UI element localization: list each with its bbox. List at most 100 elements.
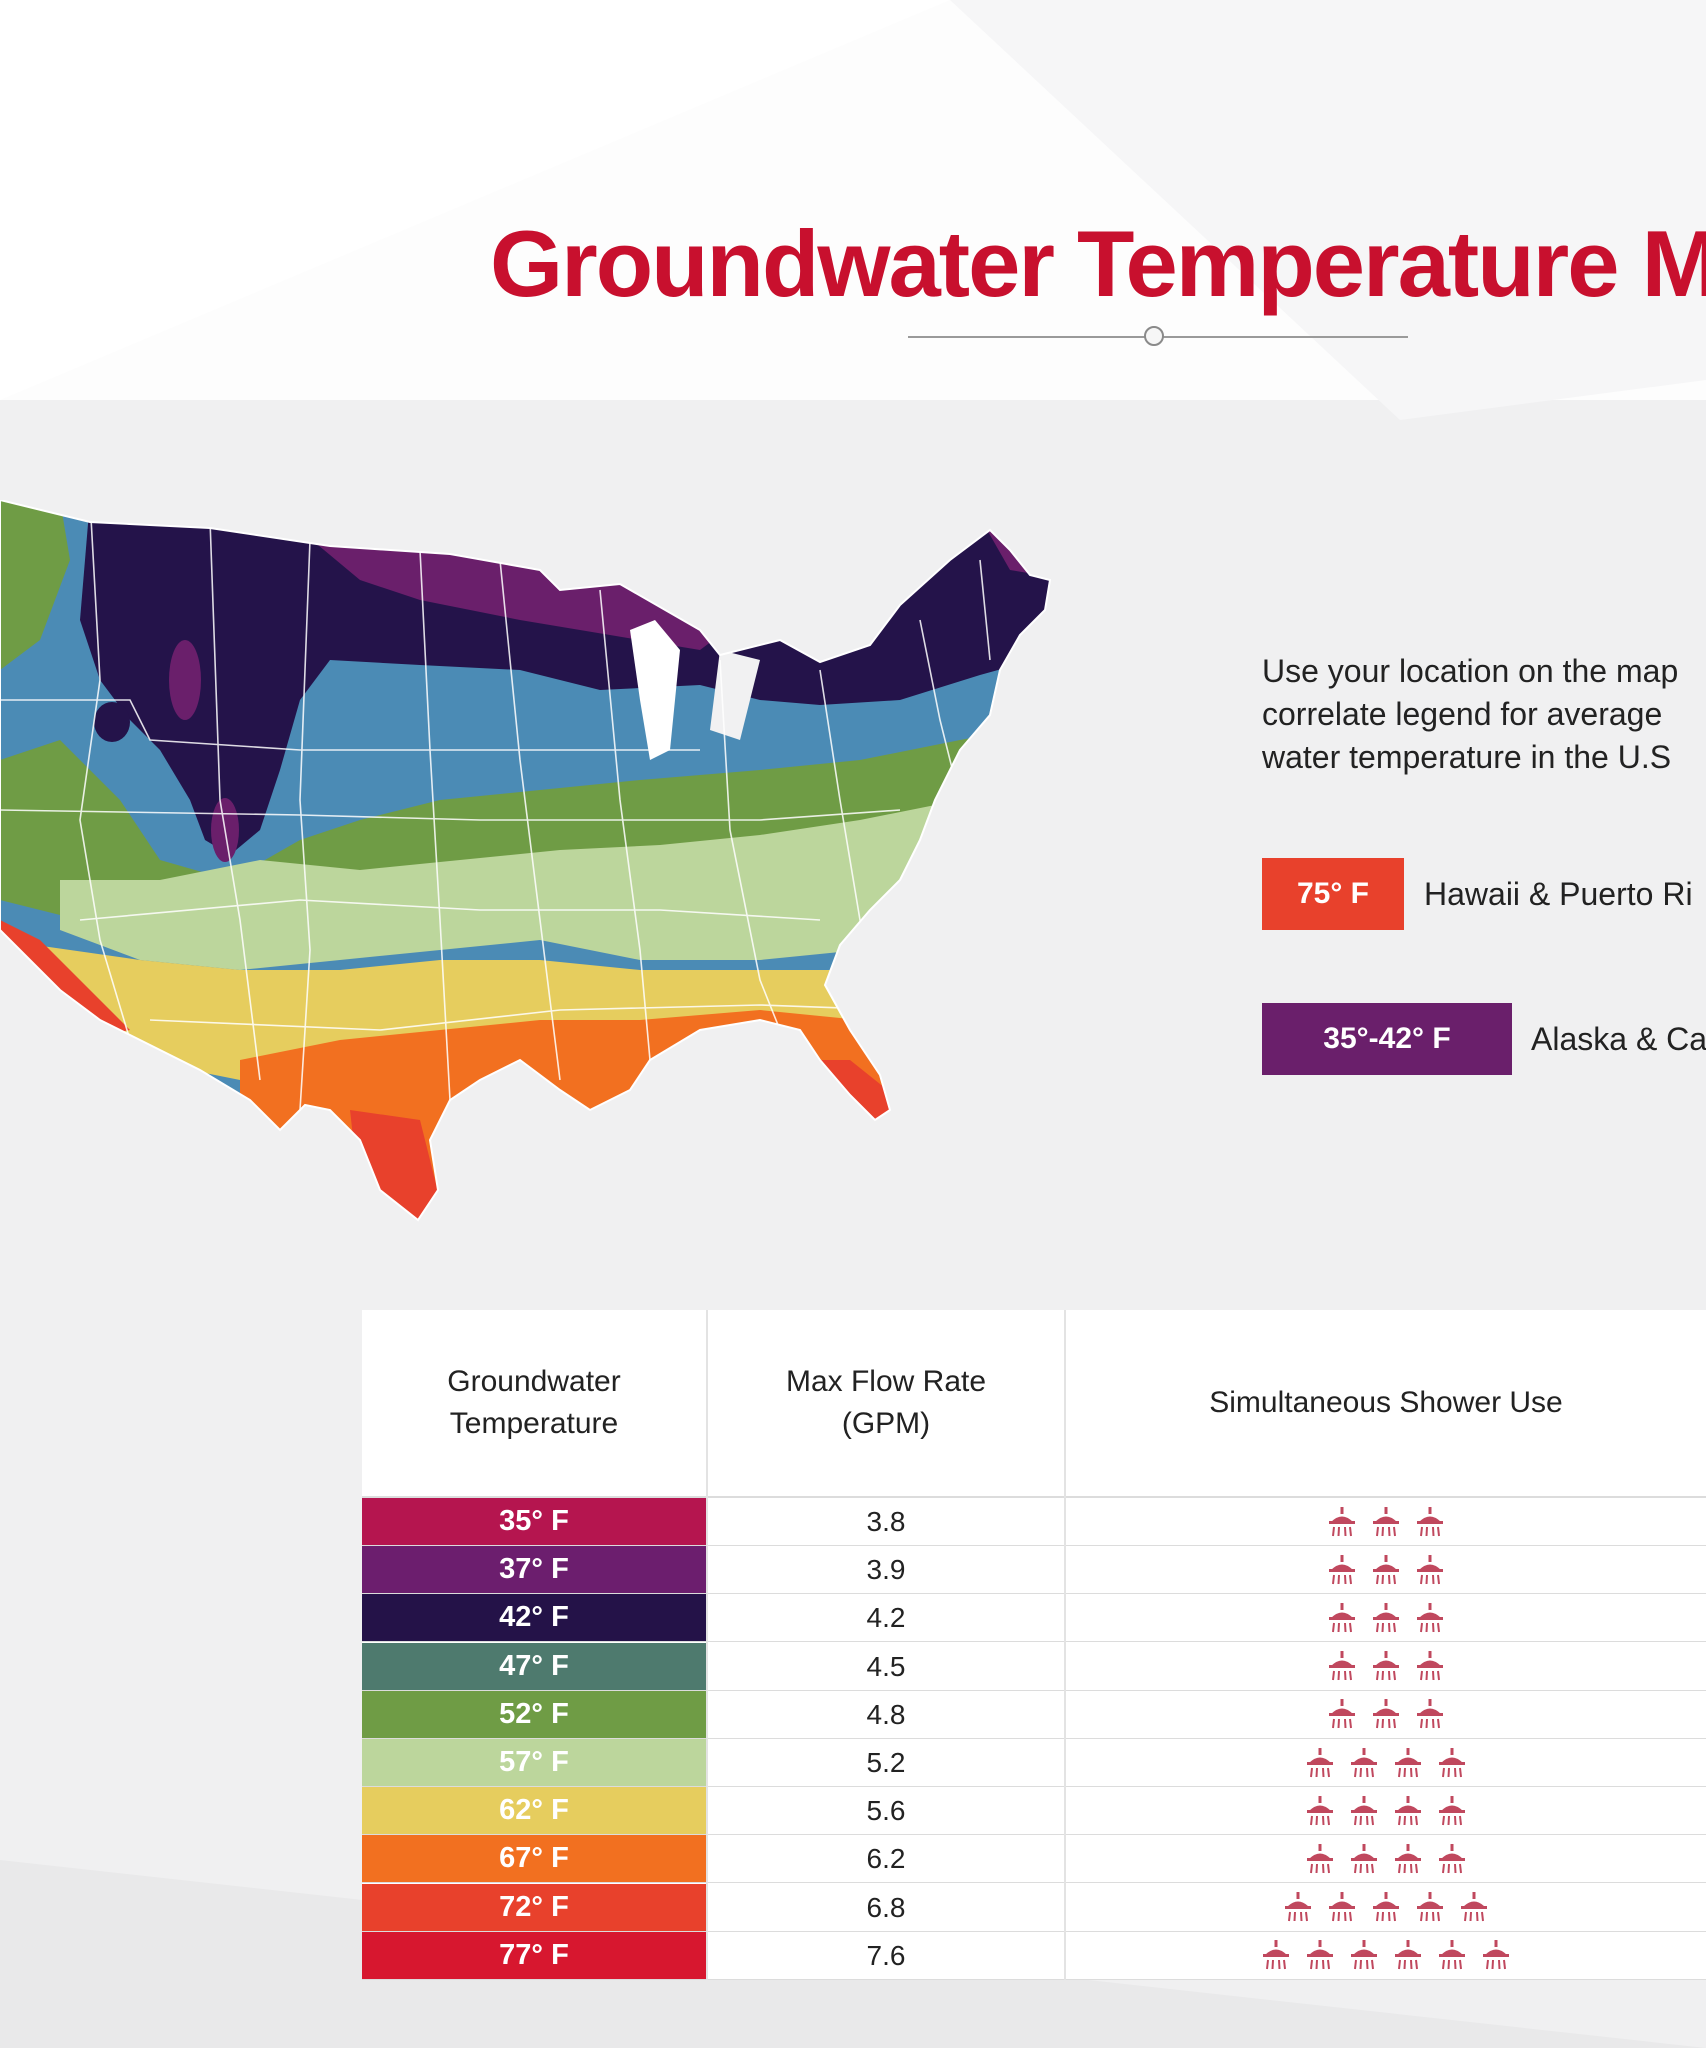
row-divider (362, 1978, 1706, 1980)
temperature-cell: 77° F (362, 1931, 706, 1979)
legend-swatch: 35°-42° F (1262, 1003, 1512, 1075)
shower-icon (1417, 1699, 1443, 1729)
flow-rate-cell: 6.2 (866, 1843, 906, 1875)
temperature-cell: 52° F (362, 1690, 706, 1738)
temperature-cell: 37° F (362, 1546, 706, 1594)
temperature-cell: 57° F (362, 1739, 706, 1786)
shower-icon (1329, 1554, 1355, 1584)
shower-icon (1417, 1892, 1443, 1922)
row-divider (362, 1786, 1706, 1787)
shower-use-cell (1066, 1498, 1706, 1545)
flow-rate-cell: 5.2 (866, 1747, 906, 1778)
shower-icon (1461, 1892, 1487, 1922)
row-divider (362, 1834, 1706, 1836)
shower-icon (1417, 1651, 1443, 1681)
flow-rate-cell: 3.9 (866, 1554, 906, 1586)
shower-icon (1307, 1747, 1333, 1777)
shower-icon (1395, 1940, 1421, 1970)
table-row: 57° F 5.2 (362, 1739, 1706, 1787)
header-simultaneous-shower-use: Simultaneous Shower Use (1209, 1386, 1563, 1419)
flow-rate-cell: 4.8 (866, 1698, 906, 1730)
shower-use-cell (1066, 1932, 1706, 1979)
row-divider (362, 1689, 1706, 1691)
flow-rate-table: Groundwater Temperature Max Flow Rate (G… (362, 1310, 1706, 1980)
page-title: Groundwater Temperature M (490, 211, 1706, 316)
flow-rate-cell: 6.8 (866, 1891, 906, 1923)
shower-icon (1417, 1602, 1443, 1633)
shower-icon (1351, 1843, 1377, 1874)
shower-icon (1483, 1940, 1509, 1970)
flow-rate-cell: 3.8 (866, 1506, 906, 1537)
shower-use-cell (1066, 1787, 1706, 1834)
shower-icon (1373, 1554, 1399, 1584)
shower-icon (1329, 1892, 1355, 1922)
shower-use-cell (1066, 1594, 1706, 1641)
title-divider (908, 324, 1408, 350)
us-groundwater-map (0, 500, 1052, 1222)
flow-rate-cell: 4.5 (866, 1650, 906, 1682)
flow-rate-cell: 5.6 (866, 1795, 906, 1827)
row-divider (362, 1593, 1706, 1595)
table-row: 47° F 4.5 (362, 1642, 1706, 1691)
shower-icon (1417, 1554, 1443, 1584)
row-divider (362, 1737, 1706, 1739)
shower-icon (1439, 1747, 1465, 1777)
temperature-cell: 72° F (362, 1883, 706, 1931)
temperature-cell: 62° F (362, 1787, 706, 1835)
shower-icon (1373, 1602, 1399, 1633)
shower-icon (1439, 1795, 1465, 1825)
table-row: 62° F 5.6 (362, 1787, 1706, 1836)
table-row: 37° F 3.9 (362, 1546, 1706, 1595)
shower-icon (1373, 1651, 1399, 1681)
state-lines (0, 500, 991, 1111)
shower-use-cell (1066, 1835, 1706, 1882)
header-divider (362, 1496, 1706, 1498)
shower-icon (1307, 1795, 1333, 1825)
legend-label: Alaska & Ca (1531, 1021, 1706, 1057)
shower-icon (1329, 1602, 1355, 1633)
shower-icon (1285, 1892, 1311, 1922)
temperature-cell: 47° F (362, 1642, 706, 1690)
row-divider (362, 1545, 1706, 1546)
shower-icon (1329, 1651, 1355, 1681)
shower-use-cell (1066, 1643, 1706, 1690)
shower-icon (1373, 1506, 1399, 1536)
table-row: 35° F 3.8 (362, 1498, 1706, 1546)
row-divider (362, 1930, 1706, 1932)
table-row: 52° F 4.8 (362, 1690, 1706, 1739)
shower-icon (1439, 1940, 1465, 1970)
shower-icon (1307, 1843, 1333, 1874)
row-divider (362, 1882, 1706, 1884)
shower-use-cell (1066, 1691, 1706, 1738)
shower-use-cell (1066, 1884, 1706, 1931)
shower-icon (1351, 1940, 1377, 1970)
shower-icon (1395, 1843, 1421, 1874)
table-row: 42° F 4.2 (362, 1594, 1706, 1643)
shower-icon (1373, 1892, 1399, 1922)
shower-icon (1417, 1506, 1443, 1536)
flow-rate-cell: 7.6 (866, 1939, 906, 1971)
header-max-flow-rate: Max Flow Rate (GPM) (785, 1365, 987, 1440)
temperature-cell: 35° F (362, 1498, 706, 1545)
column-divider (1064, 1310, 1066, 1980)
legend-item-hawaii: 75° F Hawaii & Puerto Ri (1262, 858, 1706, 930)
map-zones (0, 500, 1050, 1220)
shower-use-cell (1066, 1739, 1706, 1786)
column-divider (706, 1310, 708, 1980)
shower-icon (1329, 1506, 1355, 1536)
row-divider (362, 1641, 1706, 1643)
legend-item-alaska: 35°-42° F Alaska & Ca (1262, 1003, 1706, 1075)
shower-icon (1439, 1843, 1465, 1874)
shower-icon (1351, 1747, 1377, 1777)
shower-icon (1373, 1699, 1399, 1729)
shower-icon (1307, 1940, 1333, 1970)
legend-label: Hawaii & Puerto Ri (1424, 876, 1693, 912)
table-row: 77° F 7.6 (362, 1931, 1706, 1980)
table-row: 72° F 6.8 (362, 1883, 1706, 1932)
shower-icon (1263, 1940, 1289, 1970)
shower-icon (1395, 1795, 1421, 1825)
shower-icon (1329, 1699, 1355, 1729)
shower-icon (1351, 1795, 1377, 1825)
temperature-cell: 42° F (362, 1594, 706, 1642)
shower-use-cell (1066, 1546, 1706, 1593)
